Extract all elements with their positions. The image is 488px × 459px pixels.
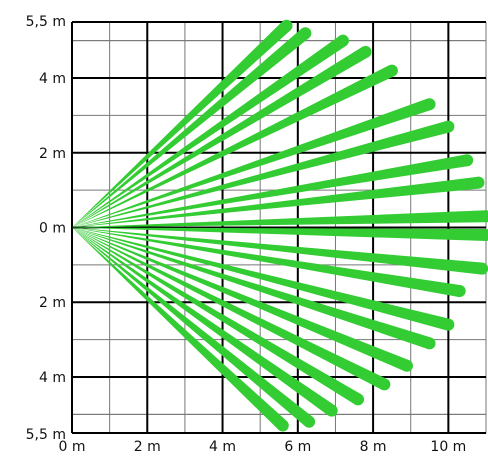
detection-beam	[72, 154, 469, 228]
detection-beam	[72, 227, 313, 427]
detection-beam	[72, 28, 310, 228]
y-tick-label: 4 m	[39, 71, 66, 87]
detection-beam-tip	[442, 318, 455, 331]
detection-beam-tip	[378, 378, 391, 391]
detection-beam	[72, 227, 461, 297]
detection-beam	[72, 21, 291, 228]
detection-beam	[72, 227, 450, 331]
x-tick-label: 6 m	[284, 439, 311, 455]
detection-beam-tip	[442, 120, 455, 133]
y-axis-labels: 5,5 m 4 m 2 m 0 m 2 m 4 m 5,5 m	[26, 14, 66, 443]
x-tick-label: 10 m	[430, 439, 466, 455]
detection-beam-tip	[336, 34, 349, 47]
detection-beams	[72, 19, 488, 432]
x-axis-labels: 0 m 2 m 4 m 6 m 8 m 10 m	[59, 439, 467, 455]
detection-beam-tip	[325, 404, 338, 417]
detection-beam-tip	[480, 228, 488, 241]
detection-beam-tip	[423, 337, 436, 350]
y-tick-label: 0 m	[39, 221, 66, 237]
major-grid	[71, 21, 486, 434]
detection-beam	[72, 46, 369, 228]
detection-beam	[72, 227, 336, 416]
detection-beam	[72, 210, 487, 228]
detection-beam	[72, 120, 450, 228]
detection-beam-tip	[461, 154, 474, 167]
y-tick-label: 4 m	[39, 370, 66, 386]
detection-beam-tip	[276, 419, 289, 432]
detection-beam-tip	[400, 359, 413, 372]
detection-beam-tip	[299, 27, 312, 40]
x-tick-label: 4 m	[209, 439, 236, 455]
detection-beam-tip	[359, 45, 372, 58]
detection-beam-tip	[423, 98, 436, 111]
detection-beam	[72, 176, 480, 228]
y-tick-label: 5,5 m	[26, 427, 66, 443]
x-tick-label: 8 m	[360, 439, 387, 455]
detection-beam-tip	[480, 210, 488, 223]
detection-beam	[72, 227, 410, 372]
detection-beam	[72, 227, 362, 405]
y-tick-label: 2 m	[39, 295, 66, 311]
x-tick-label: 0 m	[59, 439, 86, 455]
detection-beam-tip	[472, 176, 485, 189]
detection-beam-tip	[280, 19, 293, 32]
detection-beam	[72, 65, 395, 228]
y-tick-label: 5,5 m	[26, 14, 66, 30]
y-tick-label: 2 m	[39, 146, 66, 162]
detection-beam	[72, 227, 483, 275]
detection-beam-tip	[453, 285, 466, 298]
detection-beam-tip	[476, 262, 488, 275]
detection-beam	[72, 35, 347, 228]
detection-beam	[72, 227, 388, 390]
x-tick-label: 2 m	[134, 439, 161, 455]
detection-beam	[72, 227, 432, 350]
detection-beam	[72, 227, 287, 430]
detection-beam-tip	[303, 415, 316, 428]
detection-beam-tip	[385, 64, 398, 77]
detection-beam	[72, 98, 432, 228]
detection-beam	[72, 227, 487, 241]
detection-beam-tip	[352, 393, 365, 406]
